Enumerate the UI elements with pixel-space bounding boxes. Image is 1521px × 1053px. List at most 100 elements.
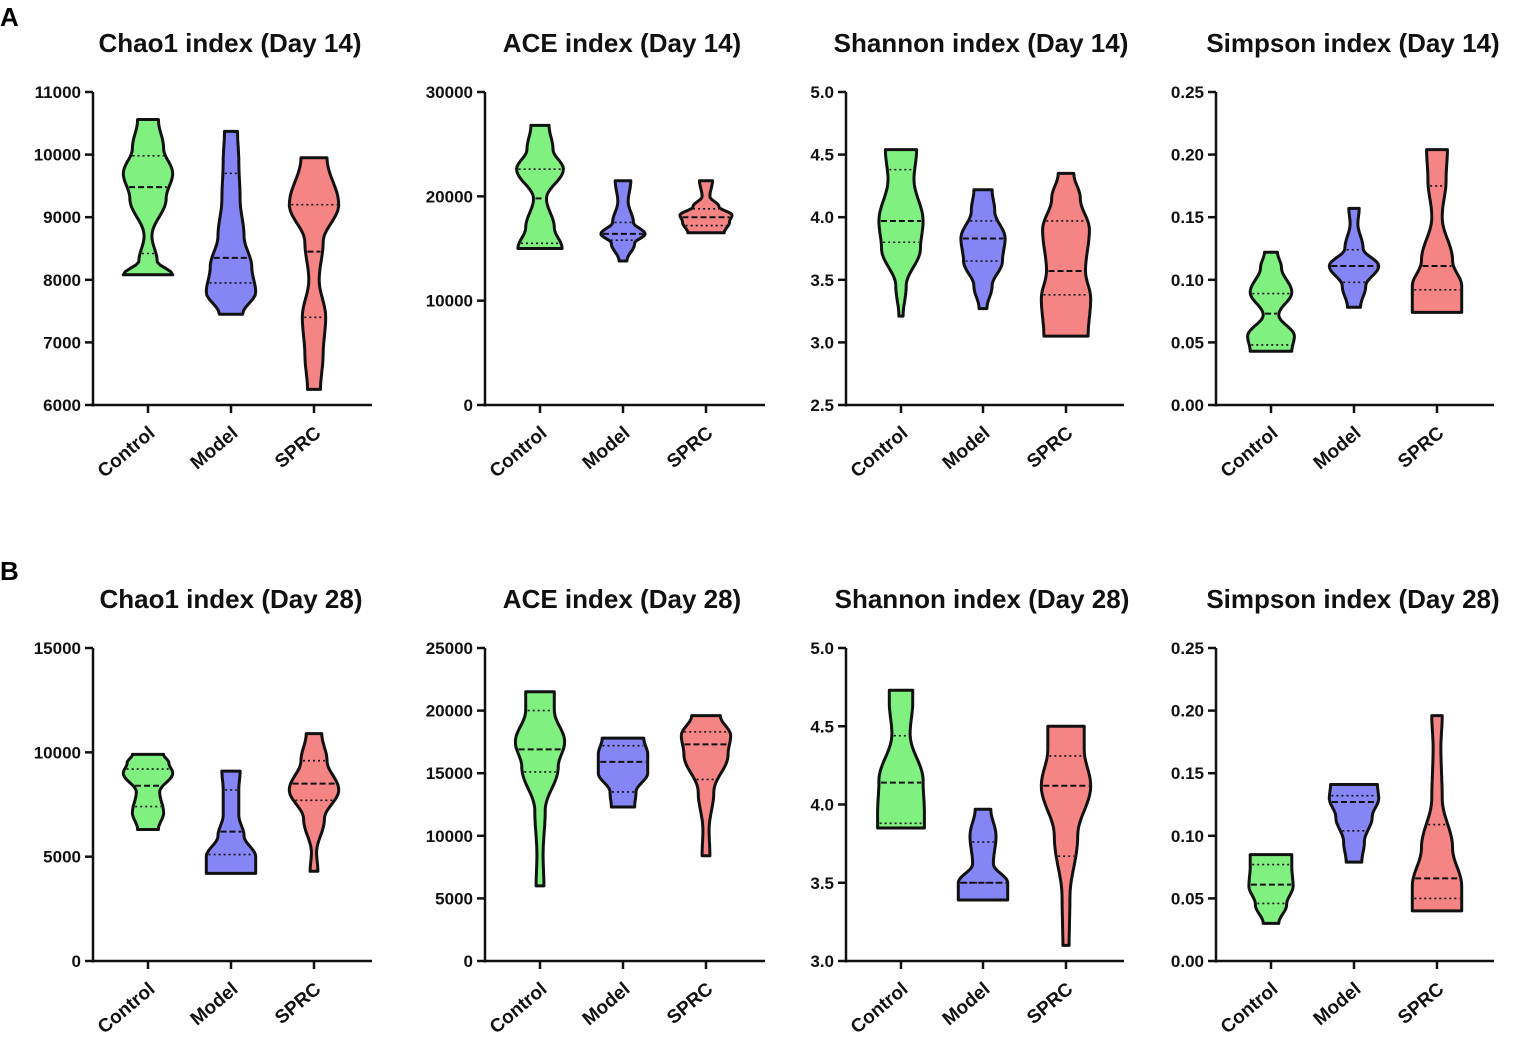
violin-control: [1246, 250, 1296, 353]
x-tick-label-model: Model: [1310, 979, 1366, 1030]
x-tick-label-control: Control: [486, 979, 551, 1039]
violin-control: [515, 123, 565, 250]
x-tick-label-sprc: SPRC: [1023, 979, 1077, 1029]
y-tick-label: 5.0: [810, 639, 834, 658]
violin-sprc: [1039, 724, 1093, 947]
plot-area: 0.00 0.05 0.10 0.15 0.20 0.25 Control Model SPRC: [1171, 639, 1494, 1038]
y-tick-label: 10000: [426, 292, 473, 311]
y-tick-label: 0: [464, 952, 473, 971]
violin-model: [1327, 783, 1381, 864]
x-tick-label-model: Model: [1310, 423, 1366, 474]
y-tick-label: 3.5: [810, 874, 834, 893]
x-tick-label-sprc: SPRC: [663, 423, 717, 473]
plot-area: 0 5000 10000 15000 20000 25000 Control Model SPR…: [426, 639, 765, 1038]
y-tick-label: 0.10: [1171, 271, 1204, 290]
violin-model: [599, 179, 647, 263]
violin-sprc: [287, 156, 341, 391]
x-tick-label-control: Control: [847, 979, 912, 1039]
y-tick-label: 10000: [426, 827, 473, 846]
y-tick-label: 10000: [34, 743, 81, 762]
x-tick-label-control: Control: [94, 979, 159, 1039]
x-tick-label-sprc: SPRC: [271, 423, 325, 473]
x-tick-label-control: Control: [94, 423, 159, 483]
y-tick-label: 25000: [426, 639, 473, 658]
x-tick-label-control: Control: [1217, 423, 1282, 483]
violin-model: [204, 769, 258, 875]
y-tick-label: 0: [72, 952, 81, 971]
chart-title: ACE index (Day 28): [503, 584, 741, 614]
violin-control: [1247, 853, 1295, 925]
violin-control: [876, 688, 926, 830]
chart-title: Simpson index (Day 14): [1206, 28, 1499, 58]
y-tick-label: 4.0: [810, 796, 834, 815]
y-tick-label: 2.5: [810, 396, 834, 415]
plot-area: 0 10000 20000 30000 Control Model SPRC: [426, 83, 765, 482]
y-tick-label: 5000: [43, 848, 81, 867]
violin-control: [513, 690, 567, 888]
violin-sprc: [679, 714, 733, 858]
chart-ace-day14: ACE index (Day 14) 0 10000 20000 30000 Contr…: [426, 28, 765, 482]
plot-area: 6000 7000 8000 9000 10000 11000 Control Model SP…: [34, 83, 372, 482]
y-tick-label: 7000: [43, 333, 81, 352]
violin-model: [956, 807, 1010, 902]
y-tick-label: 0.20: [1171, 702, 1204, 721]
plot-area: 0.00 0.05 0.10 0.15 0.20 0.25 Control Model SPRC: [1171, 83, 1494, 482]
panel-label-b: B: [0, 556, 19, 586]
x-tick-label-model: Model: [187, 423, 243, 474]
plot-area: 2.5 3.0 3.5 4.0 4.5 5.0 Control Model SPRC: [810, 83, 1124, 482]
violin-sprc: [287, 732, 341, 873]
y-tick-label: 0.00: [1171, 952, 1204, 971]
x-tick-label-model: Model: [579, 423, 635, 474]
chart-title: Simpson index (Day 28): [1206, 584, 1499, 614]
violin-control: [121, 752, 175, 831]
y-tick-label: 3.5: [810, 271, 834, 290]
x-tick-label-sprc: SPRC: [663, 979, 717, 1029]
x-tick-label-control: Control: [1217, 979, 1282, 1039]
violin-sprc: [1039, 171, 1093, 338]
violin-sprc: [678, 179, 734, 235]
panel-label-a: A: [0, 2, 19, 32]
y-tick-label: 11000: [35, 83, 81, 102]
violin-control: [121, 118, 175, 277]
chart-title: ACE index (Day 14): [503, 28, 741, 58]
y-tick-label: 8000: [43, 271, 81, 290]
x-tick-label-control: Control: [847, 423, 912, 483]
violin-model: [1327, 206, 1381, 309]
violin-model: [204, 129, 258, 316]
y-tick-label: 5.0: [810, 83, 834, 102]
plot-area: 3.0 3.5 4.0 4.5 5.0 Control Model SPRC: [810, 639, 1124, 1038]
y-tick-label: 15000: [34, 639, 81, 658]
y-tick-label: 5000: [435, 889, 473, 908]
y-tick-label: 0.25: [1171, 639, 1204, 658]
chart-shannon-day14: Shannon index (Day 14) 2.5 3.0 3.5 4.0 4.5 5.…: [810, 28, 1128, 482]
chart-chao1-day14: Chao1 index (Day 14) 6000 7000 8000 9000 100…: [34, 28, 372, 482]
y-tick-label: 4.5: [810, 717, 834, 736]
y-tick-label: 9000: [43, 208, 81, 227]
x-tick-label-control: Control: [486, 423, 551, 483]
y-tick-label: 3.0: [810, 952, 834, 971]
y-tick-label: 10000: [34, 146, 81, 165]
y-tick-label: 0: [464, 396, 473, 415]
y-tick-label: 0.05: [1171, 889, 1204, 908]
chart-ace-day28: ACE index (Day 28) 0 5000 10000 15000 20000 2…: [426, 584, 765, 1038]
violin-sprc: [1410, 148, 1464, 314]
x-tick-label-sprc: SPRC: [1394, 979, 1448, 1029]
chart-simpson-day14: Simpson index (Day 14) 0.000.050.100.150…: [1171, 28, 1500, 482]
x-tick-label-model: Model: [939, 423, 995, 474]
chart-title: Chao1 index (Day 14): [99, 28, 362, 58]
violin-model: [596, 736, 650, 809]
chart-title: Shannon index (Day 28): [835, 584, 1130, 614]
x-tick-label-model: Model: [187, 979, 243, 1030]
chart-title: Chao1 index (Day 28): [100, 584, 363, 614]
chart-shannon-day28: Shannon index (Day 28) 3.0 3.5 4.0 4.5 5.0 Co…: [810, 584, 1129, 1038]
x-tick-label-model: Model: [939, 979, 995, 1030]
violin-model: [959, 188, 1007, 311]
chart-simpson-day28: Simpson index (Day 28) 0.000.050.100.150…: [1171, 584, 1500, 1038]
y-tick-label: 0.20: [1171, 146, 1204, 165]
y-tick-label: 3.0: [810, 333, 834, 352]
chart-chao1-day28: Chao1 index (Day 28) 0 5000 10000 15000 Cont…: [34, 584, 372, 1038]
y-tick-label: 30000: [426, 83, 473, 102]
y-tick-label: 15000: [426, 764, 473, 783]
x-tick-label-sprc: SPRC: [1023, 423, 1077, 473]
